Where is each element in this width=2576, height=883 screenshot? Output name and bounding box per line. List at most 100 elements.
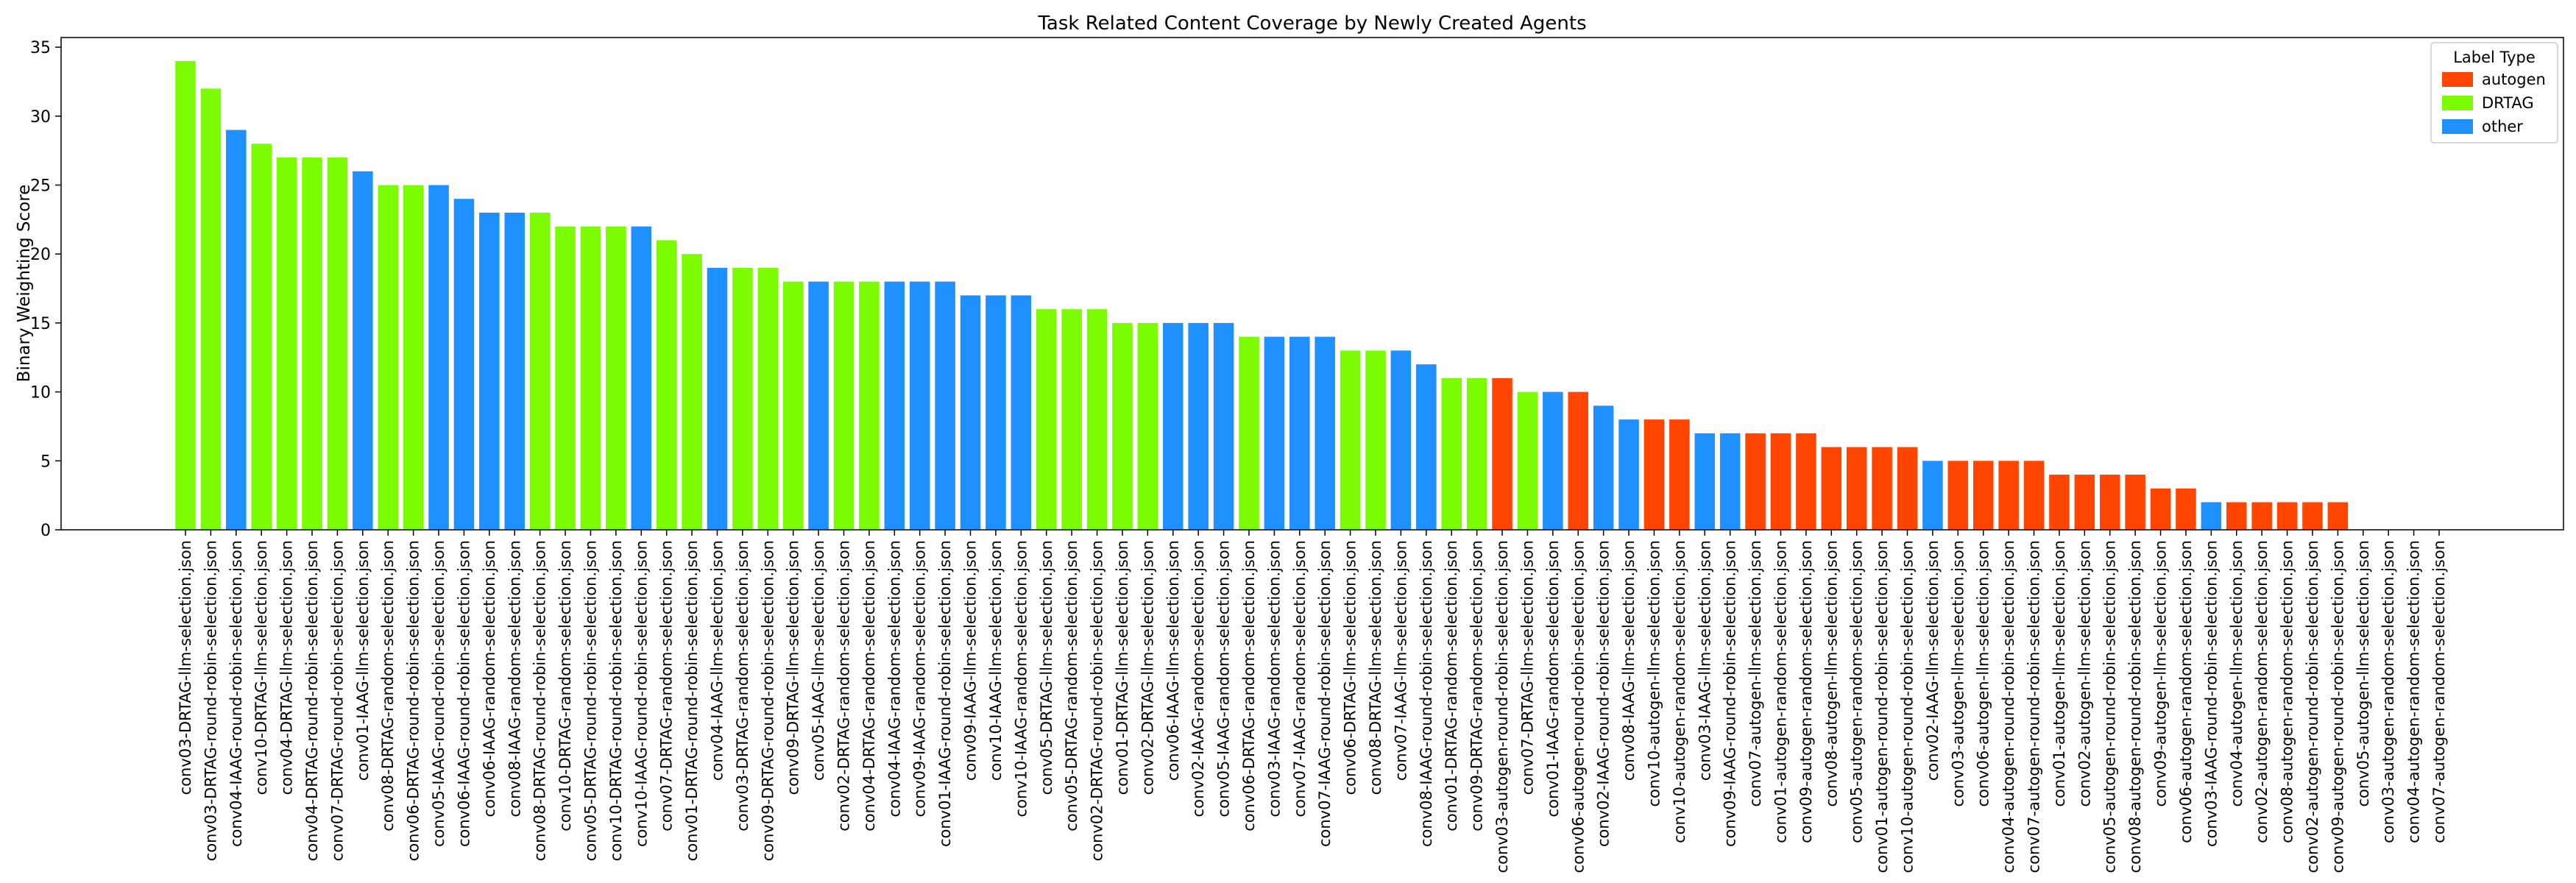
x-tick-label: conv08-autogen-round-robin-selection.jso…	[2126, 540, 2144, 873]
bar	[1289, 336, 1310, 530]
bar	[453, 199, 475, 530]
bar	[782, 281, 804, 530]
x-tick-label: conv04-DRTAG-round-robin-selection.json	[303, 540, 321, 861]
x-tick-label: conv09-DRTAG-llm-selection.json	[785, 540, 802, 795]
x-tick-label: conv03-IAAG-llm-selection.json	[1696, 540, 1713, 781]
x-tick-label: conv03-autogen-llm-selection.json	[1949, 540, 1967, 807]
x-tick-label: conv08-DRTAG-llm-selection.json	[1367, 540, 1384, 795]
x-tick-label: conv05-DRTAG-random-selection.json	[1063, 540, 1080, 831]
x-tick-label: conv10-DRTAG-round-robin-selection.json	[607, 540, 625, 861]
bar	[1441, 377, 1462, 530]
bar	[606, 226, 626, 530]
bar	[403, 185, 424, 530]
x-tick-label: conv01-IAAG-random-selection.json	[1544, 540, 1562, 817]
x-tick-label: conv02-autogen-round-robin-selection.jso…	[2304, 540, 2321, 873]
x-tick-label: conv09-autogen-llm-selection.json	[2152, 540, 2170, 807]
bar	[1922, 461, 1943, 530]
x-tick-label: conv06-autogen-random-selection.json	[2177, 540, 2195, 843]
y-axis-label: Binary Weighting Score	[15, 185, 34, 383]
legend: Label Type autogen DRTAG other	[2430, 42, 2558, 143]
bar	[1416, 364, 1437, 530]
bar	[859, 281, 880, 530]
x-tick-label: conv08-IAAG-llm-selection.json	[1620, 540, 1638, 781]
x-tick-label: conv02-DRTAG-round-robin-selection.json	[1089, 540, 1106, 861]
bar	[1846, 447, 1867, 530]
bar	[1036, 309, 1057, 530]
bar	[682, 254, 702, 530]
bar	[226, 130, 247, 531]
bar	[1365, 350, 1386, 530]
x-tick-label: conv07-IAAG-round-robin-selection.json	[1316, 540, 1334, 847]
x-tick-label: conv10-autogen-round-robin-selection.jso…	[1899, 540, 1917, 873]
bar	[2176, 488, 2196, 530]
bar	[1466, 377, 1487, 530]
bar	[909, 281, 930, 530]
bar	[1264, 336, 1285, 530]
x-tick-label: conv06-IAAG-random-selection.json	[481, 540, 498, 817]
x-tick-label: conv08-autogen-llm-selection.json	[1822, 540, 1840, 807]
x-tick-label: conv08-DRTAG-random-selection.json	[379, 540, 397, 831]
x-tick-label: conv01-IAAG-llm-selection.json	[354, 540, 372, 781]
x-tick-label: conv04-IAAG-round-robin-selection.json	[227, 540, 245, 847]
x-tick-label: conv01-autogen-llm-selection.json	[2050, 540, 2068, 807]
x-tick-label: conv02-IAAG-random-selection.json	[1189, 540, 1207, 817]
bar	[986, 295, 1006, 530]
x-tick-label: conv05-IAAG-random-selection.json	[1215, 540, 1233, 817]
x-tick-label: conv06-DRTAG-random-selection.json	[1240, 540, 1258, 831]
x-tick-label: conv10-DRTAG-random-selection.json	[556, 540, 574, 831]
bar	[200, 88, 222, 531]
x-tick-label: conv02-autogen-random-selection.json	[2253, 540, 2271, 843]
bar	[1618, 419, 1639, 530]
bar	[1694, 433, 1716, 530]
bar	[757, 267, 779, 530]
bar	[1314, 336, 1335, 530]
y-tick-label: 10	[30, 384, 51, 403]
x-tick-label: conv08-autogen-random-selection.json	[2279, 540, 2296, 843]
bar	[1745, 433, 1766, 530]
legend-swatch	[2442, 119, 2473, 134]
legend-box	[2430, 42, 2558, 143]
bar	[276, 157, 297, 530]
x-tick-label: conv04-IAAG-random-selection.json	[885, 540, 903, 817]
bar	[1213, 322, 1234, 530]
x-tick-label: conv04-DRTAG-random-selection.json	[860, 540, 878, 831]
x-tick-label: conv10-DRTAG-llm-selection.json	[252, 540, 270, 795]
bar	[2049, 475, 2070, 530]
x-tick-label: conv04-DRTAG-llm-selection.json	[278, 540, 296, 795]
y-axis: 0 5 10 15 20 25 30 35	[30, 39, 61, 540]
x-tick-label: conv09-IAAG-random-selection.json	[911, 540, 929, 817]
legend-title: Label Type	[2453, 49, 2536, 66]
x-tick-label: conv08-IAAG-round-robin-selection.json	[1418, 540, 1435, 847]
x-tick-label: conv03-DRTAG-llm-selection.json	[177, 540, 194, 795]
x-tick-label: conv01-DRTAG-llm-selection.json	[1114, 540, 1131, 795]
legend-label: autogen	[2482, 71, 2546, 88]
x-tick-label: conv06-IAAG-llm-selection.json	[1164, 540, 1182, 781]
x-tick-label: conv09-autogen-random-selection.json	[1797, 540, 1815, 843]
bar	[2327, 502, 2349, 530]
x-tick-label: conv01-autogen-random-selection.json	[1772, 540, 1789, 843]
bar	[1390, 350, 1412, 530]
bar	[1972, 461, 1994, 530]
legend-label: other	[2482, 118, 2523, 135]
bar	[353, 171, 373, 530]
x-tick-label: conv09-IAAG-llm-selection.json	[962, 540, 980, 781]
x-tick-label: conv02-DRTAG-llm-selection.json	[1139, 540, 1156, 795]
bar	[2150, 488, 2171, 530]
bar	[2125, 475, 2145, 530]
x-tick-label: conv01-DRTAG-random-selection.json	[1443, 540, 1460, 831]
y-tick-label: 35	[30, 39, 51, 57]
bar	[2099, 475, 2120, 530]
bar	[2226, 502, 2247, 530]
x-tick-label: conv03-DRTAG-round-robin-selection.json	[202, 540, 219, 861]
x-tick-label: conv10-IAAG-random-selection.json	[1012, 540, 1030, 817]
bar	[2276, 502, 2298, 530]
y-tick-label: 5	[40, 453, 51, 471]
x-tick-label: conv06-autogen-round-robin-selection.jso…	[1569, 540, 1587, 873]
x-tick-label: conv06-DRTAG-round-robin-selection.json	[405, 540, 422, 861]
y-tick-label: 20	[30, 246, 51, 264]
bar	[2201, 502, 2222, 530]
bar	[1492, 377, 1512, 530]
bar	[960, 295, 981, 530]
x-tick-label: conv07-DRTAG-llm-selection.json	[1518, 540, 1536, 795]
bar	[1643, 419, 1665, 530]
